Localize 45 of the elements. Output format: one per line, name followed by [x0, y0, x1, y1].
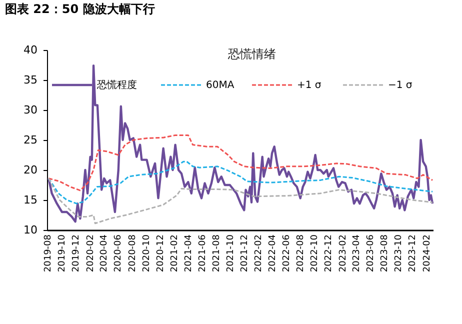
x-tick-label: 2022-08 [296, 234, 306, 272]
x-tick-label: 2019-12 [72, 234, 82, 272]
x-tick-label: 2021-06 [198, 234, 208, 272]
chart-title: 图表 22：50 隐波大幅下行 [5, 2, 155, 16]
x-tick-label: 2020-06 [114, 234, 124, 272]
x-tick-label: 2022-02 [254, 234, 264, 272]
x-tick-label: 2021-04 [184, 234, 194, 272]
x-tick-label: 2022-10 [310, 234, 320, 272]
x-tick-label: 2020-02 [86, 234, 96, 272]
x-tick-label: 2022-12 [324, 234, 334, 272]
x-tick-label: 2023-12 [408, 234, 418, 272]
y-tick-label: 40 [24, 44, 38, 56]
x-tick-label: 2023-02 [338, 234, 348, 272]
x-tick-label: 2021-02 [170, 234, 180, 272]
x-tick-label: 2023-04 [352, 234, 362, 272]
x-tick-label: 2021-12 [240, 234, 250, 272]
x-tick-label: 2019-10 [58, 234, 68, 272]
x-tick-label: 2020-12 [156, 234, 166, 272]
x-tick-label: 2020-08 [128, 234, 138, 272]
x-tick-label: 2020-10 [142, 234, 152, 272]
legend-label: 恐慌程度 [96, 79, 137, 91]
x-tick-label: 2023-08 [380, 234, 390, 272]
y-tick-label: 35 [24, 74, 38, 86]
y-tick-label: 10 [24, 224, 38, 236]
x-tick-label: 2022-06 [282, 234, 292, 272]
x-tick-label: 2021-08 [212, 234, 222, 272]
y-tick-label: 15 [24, 194, 38, 206]
y-tick-label: 30 [24, 104, 38, 116]
x-tick-label: 2022-04 [268, 234, 278, 272]
x-tick-label: 2019-08 [44, 234, 54, 272]
line-series [48, 160, 434, 204]
line-series [48, 178, 434, 224]
legend-label: 60MA [206, 80, 234, 91]
x-tick-label: 2020-04 [100, 234, 110, 272]
legend-label: −1 σ [388, 80, 413, 91]
legend-title: 恐慌情绪 [227, 47, 276, 61]
y-tick-label: 20 [24, 164, 38, 176]
x-tick-label: 2024-02 [422, 234, 432, 272]
y-tick-label: 25 [24, 134, 38, 146]
x-tick-label: 2023-06 [366, 234, 376, 272]
x-tick-label: 2023-10 [394, 234, 404, 272]
legend-label: +1 σ [297, 80, 322, 91]
line-series [48, 134, 434, 192]
line-series [48, 64, 434, 223]
x-tick-label: 2021-10 [226, 234, 236, 272]
